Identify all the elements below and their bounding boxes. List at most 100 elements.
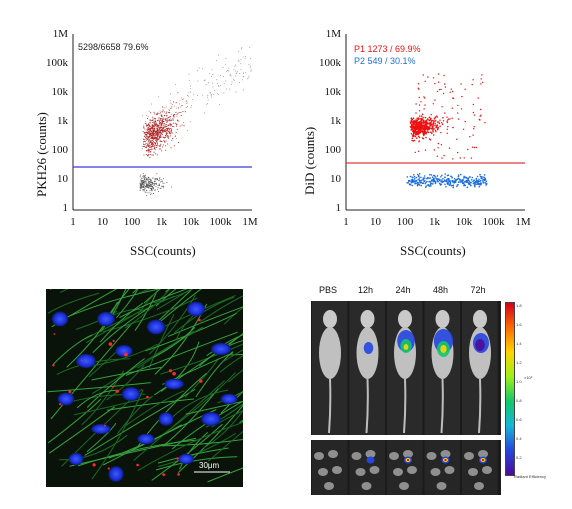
event-dot [146,184,148,186]
x-tick-label: 10 [370,216,381,228]
event-dot [151,186,153,188]
event-dot [422,124,425,127]
event-dot [417,118,420,121]
event-dot [154,135,156,137]
event-dot [438,121,440,123]
event-dot [431,176,434,178]
actin-fiber [163,388,219,447]
event-dot [197,80,199,82]
event-dot [161,133,163,135]
event-dot [159,123,161,125]
event-dot [149,183,151,185]
event-dot [143,124,145,126]
event-dot [464,88,466,90]
event-dot [154,142,157,144]
event-dot [162,117,164,119]
event-dot [418,127,420,129]
event-dot [141,148,143,150]
event-dot [168,136,170,138]
event-dot [439,125,441,127]
event-dot [155,179,157,181]
event-dot [482,178,484,181]
event-dot [162,180,163,182]
event-dot [436,175,439,177]
y-tick-label: 10k [51,86,69,98]
event-dot [218,85,220,87]
event-dot [174,105,176,107]
y-tick-label: 1 [62,202,69,214]
actin-fiber [155,456,238,471]
event-dot [149,181,150,183]
event-dot [421,131,424,133]
event-dot [162,130,164,133]
cell-nucleus [178,453,194,465]
event-dot [149,141,151,143]
event-dot [430,124,433,126]
event-dot [479,173,481,176]
event-dot [143,127,145,129]
event-dot [231,81,233,83]
event-dot [143,182,145,184]
actin-fiber [47,292,100,314]
event-dot [416,133,418,136]
event-dot [148,178,150,180]
event-dot [469,136,471,138]
event-dot [147,144,149,146]
event-dot [425,185,427,187]
event-dot [159,131,161,133]
event-dot [141,182,143,184]
event-dot [183,125,185,127]
event-dot [417,182,420,184]
event-dot [150,184,152,186]
event-dot [150,139,152,141]
event-dot [412,134,415,137]
event-dot [206,103,208,105]
event-dot [152,177,154,179]
event-dot [485,180,488,183]
event-dot [425,121,427,123]
event-dot [163,121,165,123]
event-dot [424,130,427,133]
event-dot [159,118,161,120]
event-dot [444,83,446,85]
event-dot [154,121,156,123]
event-dot [217,94,219,95]
event-dot [170,128,172,130]
event-dot [154,138,156,140]
event-dot [410,180,412,183]
actin-fiber [66,301,118,368]
event-dot [441,122,443,124]
labeled-particle [176,457,179,460]
event-dot [145,135,147,138]
x-tick-label: 1k [429,216,440,228]
event-dot [472,111,475,114]
event-dot [150,185,152,187]
event-dot [191,105,193,107]
event-dot [434,124,436,127]
event-dot [424,149,427,151]
event-dot [170,129,172,131]
event-dot [417,178,419,181]
event-dot [149,156,151,159]
organ-image [349,440,385,495]
event-dot [165,149,167,151]
event-dot [424,126,426,128]
event-dot [475,146,478,149]
event-dot [461,180,463,182]
event-dot [156,129,159,131]
event-dot [241,47,243,49]
event-dot [152,141,154,143]
event-dot [478,185,481,188]
event-dot [148,146,150,148]
event-dot [145,138,147,140]
event-dot [170,135,172,137]
event-dot [443,74,445,77]
actin-fiber [134,289,159,331]
event-dot [145,192,147,193]
event-dot [178,107,180,109]
event-dot [484,122,486,124]
event-dot [414,130,417,133]
event-dot [151,133,153,135]
event-dot [447,178,449,180]
event-dot [457,175,460,178]
